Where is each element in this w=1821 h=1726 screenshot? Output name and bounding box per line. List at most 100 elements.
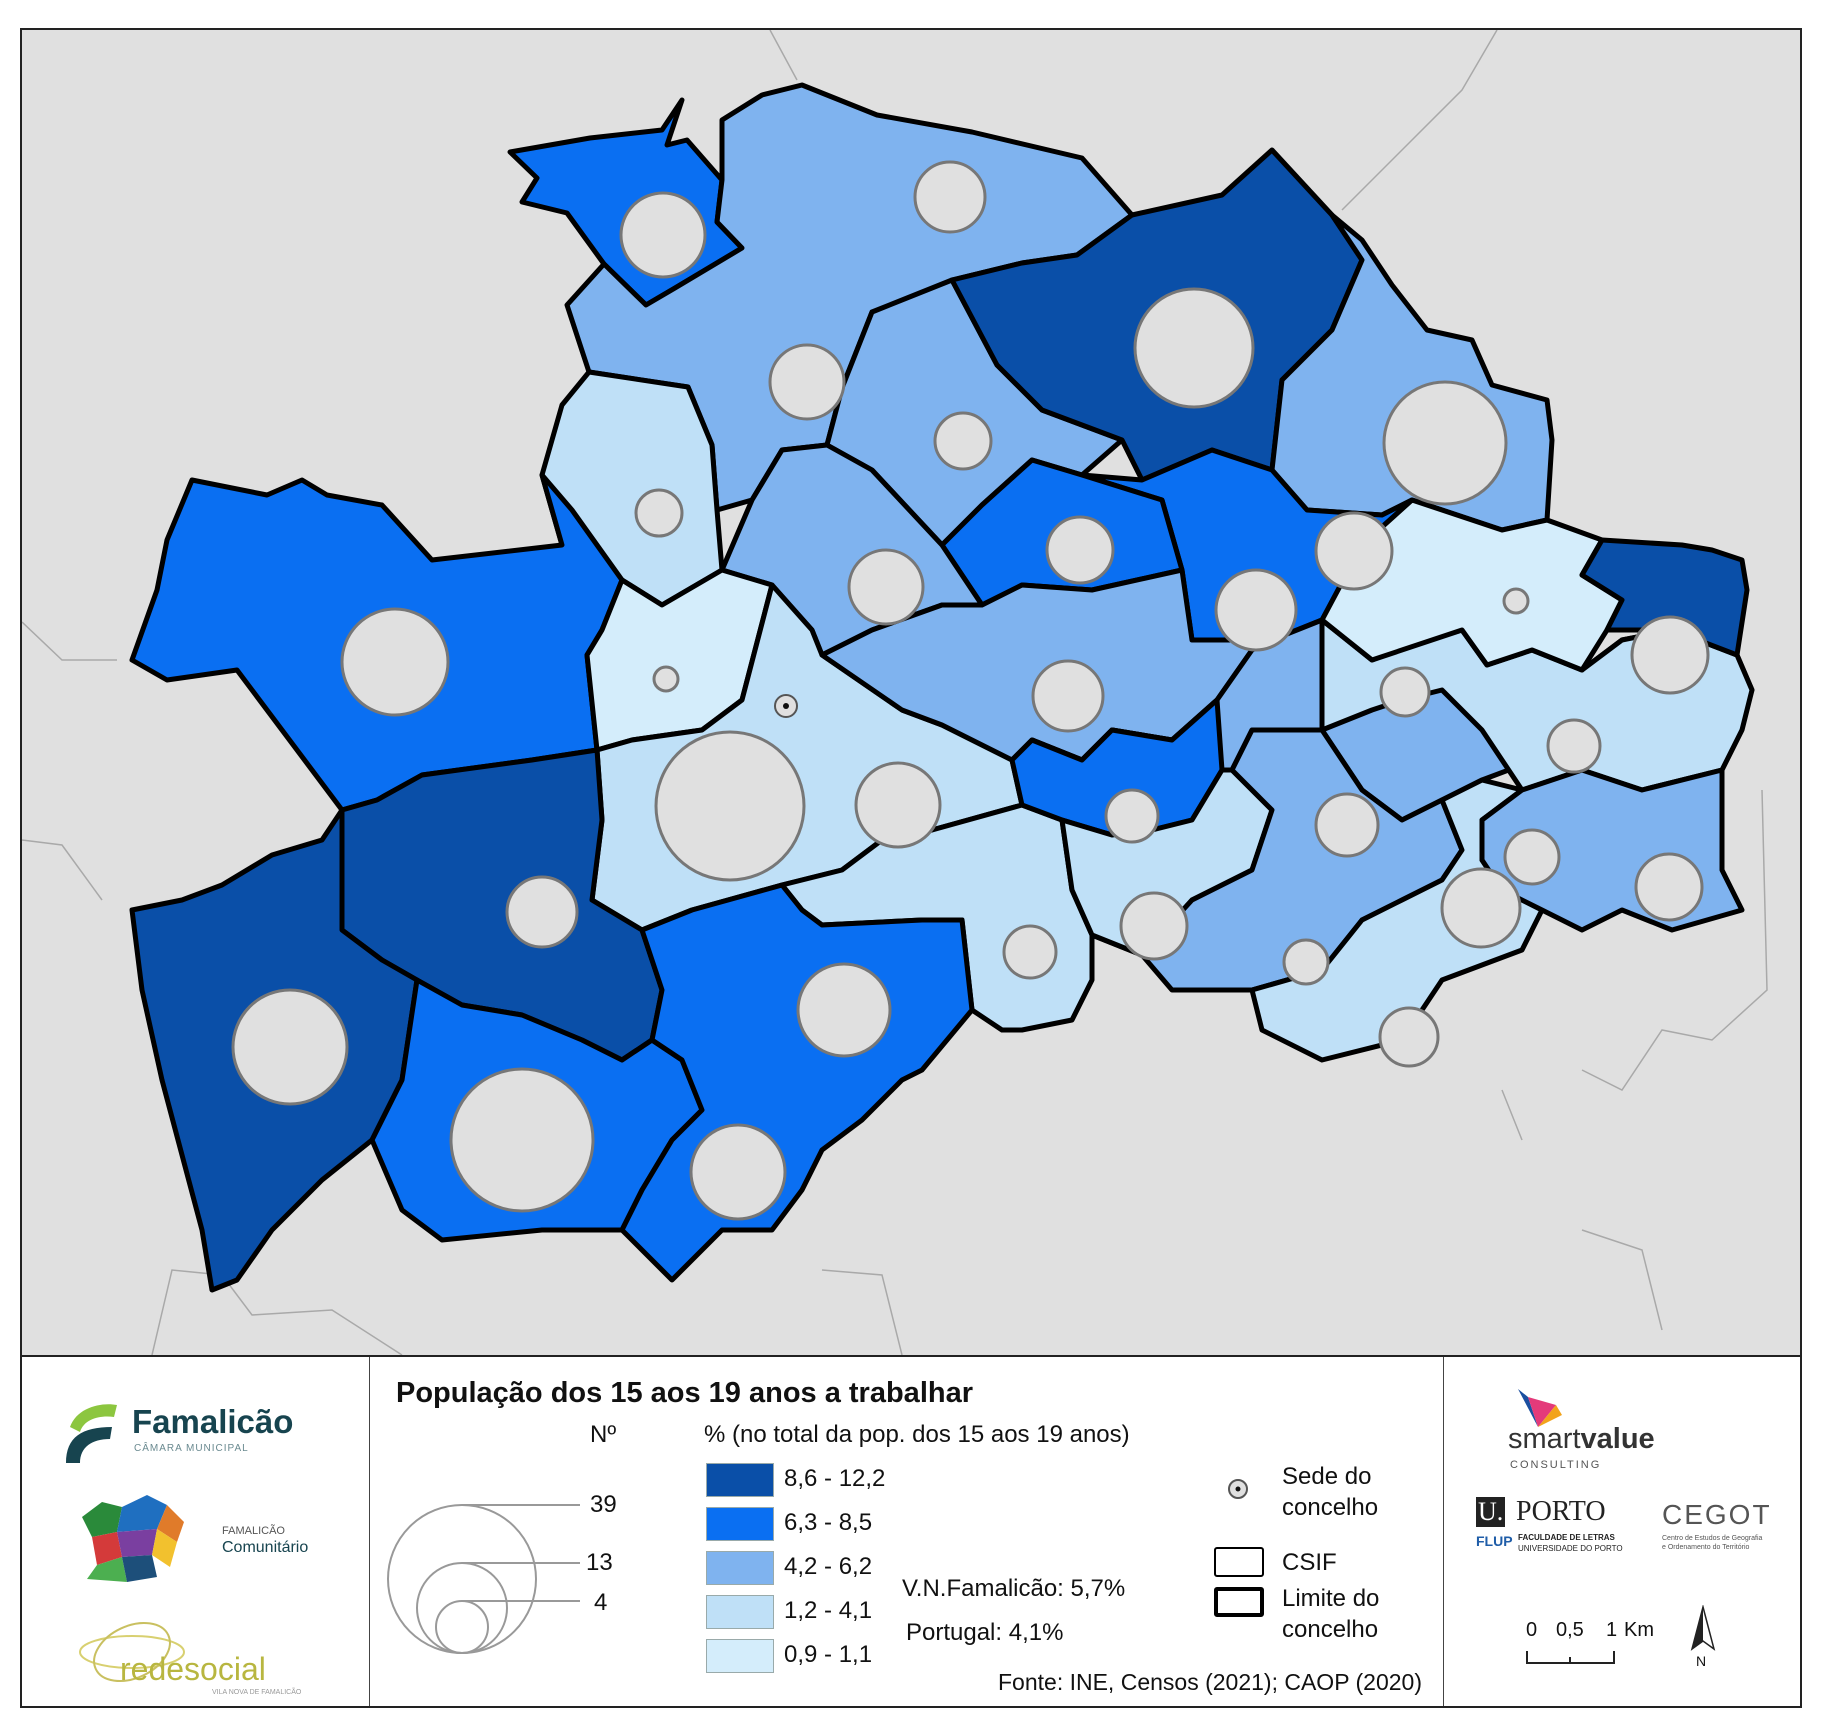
smart-word: smart — [1508, 1423, 1581, 1455]
class-swatch-4 — [706, 1595, 774, 1629]
prop-circle-29 — [1282, 938, 1330, 986]
prop-circle-18 — [1546, 718, 1602, 774]
prop-circle-6 — [933, 411, 993, 471]
limite-label: Limite do concelho — [1282, 1585, 1380, 1643]
famalicao-logo: Famalicão CÂMARA MUNICIPAL — [62, 1397, 372, 1467]
prop-circle-32 — [1378, 1006, 1440, 1068]
prop-circle-15 — [652, 665, 680, 693]
sede-symbol-icon — [1228, 1479, 1248, 1499]
prop-circle-16 — [1031, 659, 1105, 733]
scale-tick-1: 1 — [1606, 1619, 1618, 1641]
prop-circle-14 — [340, 607, 450, 717]
prop-circle-21 — [1104, 788, 1160, 844]
circle-legend-header: Nº — [590, 1421, 617, 1448]
uporto-logo: U. PORTO FLUP FACULDADE DE LETRAS UNIVER… — [1476, 1497, 1656, 1567]
smartvalue-sub: CONSULTING — [1510, 1459, 1602, 1471]
cegot-logo: CEGOT Centro de Estudos de Geografia e O… — [1662, 1499, 1792, 1559]
choropleth-map — [22, 30, 1768, 1355]
smartvalue-mark-icon — [1518, 1389, 1562, 1427]
comunitario-logo: FAMALICÃO Comunitário — [72, 1487, 362, 1597]
value-word: value — [1580, 1423, 1655, 1455]
uporto-u: U. — [1476, 1497, 1506, 1527]
flup-sub2: UNIVERSIDADE DO PORTO — [1518, 1544, 1623, 1553]
prop-circle-8 — [847, 548, 925, 626]
prop-circle-2 — [913, 160, 987, 234]
prop-circle-19 — [654, 730, 806, 882]
uporto-name: PORTO — [1516, 1496, 1606, 1527]
partner-logos-right: smartvalue CONSULTING U. PORTO FLUP FACU… — [1444, 1357, 1800, 1706]
prop-circle-10 — [1314, 511, 1394, 591]
comunitario-name: Comunitário — [222, 1539, 309, 1556]
famalicao-name: Famalicão — [132, 1403, 294, 1440]
reference-portugal: Portugal: 4,1% — [906, 1619, 1064, 1646]
circle-size-13: 13 — [586, 1549, 613, 1576]
parish-17 — [1579, 537, 1750, 658]
scale-tick-0: 0 — [1526, 1619, 1538, 1641]
legend-title: População dos 15 aos 19 anos a trabalhar — [396, 1377, 973, 1409]
cegot-name: CEGOT — [1662, 1499, 1772, 1530]
class-label-1: 8,6 - 12,2 — [784, 1465, 886, 1492]
prop-circle-9 — [1045, 515, 1115, 585]
prop-circle-7 — [634, 488, 684, 538]
circle-size-legend — [387, 1504, 580, 1654]
class-swatch-1 — [706, 1463, 774, 1497]
class-swatch-3 — [706, 1551, 774, 1585]
comunitario-small: FAMALICÃO — [222, 1525, 285, 1537]
map-legend: População dos 15 aos 19 anos a trabalhar… — [370, 1357, 1444, 1706]
prop-circle-11 — [1214, 568, 1298, 652]
redesocial-logo: redesocial VILA NOVA DE FAMALICÃO — [72, 1617, 362, 1697]
flup-sub1: FACULDADE DE LETRAS — [1518, 1533, 1615, 1542]
north-arrow-icon — [1690, 1605, 1716, 1651]
flup-label: FLUP — [1476, 1533, 1513, 1549]
csif-symbol — [1214, 1547, 1264, 1577]
prop-circle-1 — [619, 191, 707, 279]
prop-circle-5 — [1382, 380, 1508, 506]
prop-circle-34 — [689, 1123, 787, 1221]
class-swatch-2 — [706, 1507, 774, 1541]
parish-16 — [1319, 497, 1625, 673]
source-note: Fonte: INE, Censos (2021); CAOP (2020) — [998, 1669, 1422, 1695]
limite-symbol — [1214, 1587, 1264, 1617]
prop-circle-27 — [1119, 891, 1189, 961]
prop-circle-23 — [1503, 828, 1561, 886]
prop-circle-3 — [768, 343, 846, 421]
prop-circle-17 — [1379, 666, 1431, 718]
prop-circle-25 — [1440, 867, 1522, 949]
redesocial-name: redesocial — [120, 1651, 266, 1687]
famalicao-mark-icon — [66, 1404, 117, 1463]
proportional-circles — [231, 160, 1710, 1221]
sede-label: Sede do concelho — [1282, 1463, 1379, 1521]
cegot-sub1: Centro de Estudos de Geografia — [1662, 1535, 1763, 1542]
comunitario-map-icon — [82, 1495, 184, 1582]
prop-circle-22 — [1314, 792, 1380, 858]
prop-circle-20 — [854, 761, 942, 849]
prop-circle-12 — [1502, 587, 1530, 615]
neighbouring-boundaries — [22, 30, 1768, 1355]
prop-circle-24 — [1634, 852, 1704, 922]
prop-circle-26 — [505, 875, 579, 949]
pct-legend-header: % (no total da pop. dos 15 aos 19 anos) — [704, 1421, 1130, 1448]
famalicao-sub: CÂMARA MUNICIPAL — [134, 1443, 249, 1454]
smartvalue-name: smartvalue — [1508, 1423, 1655, 1456]
sede-do-concelho-marker — [774, 694, 798, 718]
class-label-5: 0,9 - 1,1 — [784, 1641, 873, 1668]
redesocial-sub: VILA NOVA DE FAMALICÃO — [212, 1689, 302, 1696]
reference-famalicao: V.N.Famalicão: 5,7% — [902, 1575, 1126, 1602]
prop-circle-31 — [231, 988, 349, 1106]
class-label-3: 4,2 - 6,2 — [784, 1553, 873, 1580]
circle-size-39: 39 — [590, 1491, 617, 1518]
smartvalue-logo: smartvalue CONSULTING — [1504, 1387, 1764, 1471]
prop-circle-28 — [1002, 924, 1058, 980]
partner-logos-left: Famalicão CÂMARA MUNICIPAL FAMALICÃO Com… — [22, 1357, 370, 1706]
class-swatch-5 — [706, 1639, 774, 1673]
prop-circle-33 — [449, 1067, 595, 1213]
class-label-4: 1,2 - 4,1 — [784, 1597, 873, 1624]
circle-size-4: 4 — [594, 1589, 608, 1616]
prop-circle-13 — [1630, 615, 1710, 695]
map-layout-frame: Famalicão CÂMARA MUNICIPAL FAMALICÃO Com… — [20, 28, 1802, 1708]
map-area — [22, 30, 1800, 1357]
prop-circle-4 — [1133, 287, 1255, 409]
csif-label: CSIF — [1282, 1549, 1337, 1576]
north-label: N — [1696, 1653, 1707, 1669]
redesocial-swirl-icon — [79, 1621, 185, 1683]
